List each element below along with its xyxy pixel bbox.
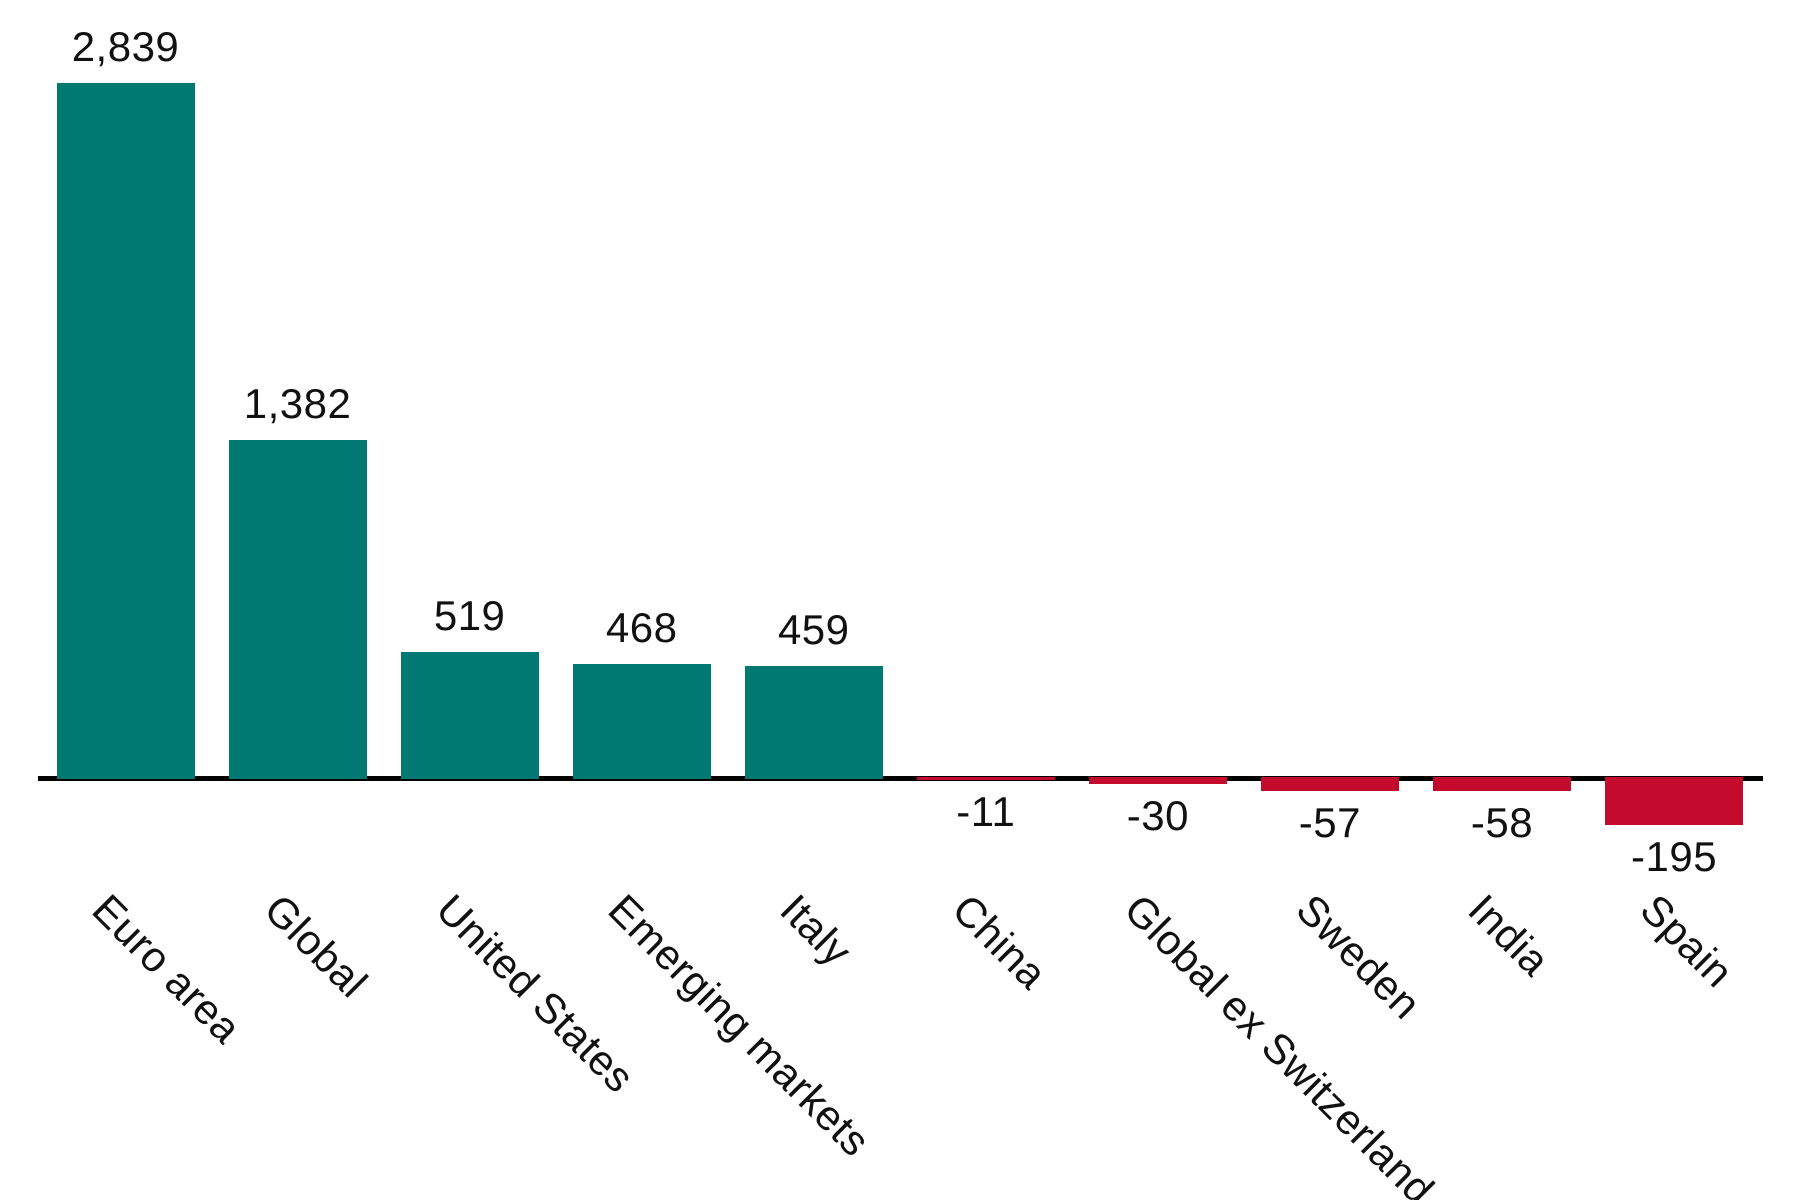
value-label-global: 1,382: [243, 380, 352, 428]
value-label-emerging-markets: 468: [605, 604, 678, 652]
value-label-spain: -195: [1631, 832, 1718, 880]
bar-united-states: [400, 651, 539, 779]
bar-euro-area: [56, 82, 195, 779]
category-label-china: China: [943, 885, 1056, 998]
value-label-global-ex-switzerland: -30: [1126, 792, 1189, 840]
category-label-spain: Spain: [1631, 885, 1743, 997]
x-axis-line: [38, 776, 1763, 781]
value-label-italy: 459: [777, 606, 850, 654]
bar-global: [228, 440, 367, 779]
category-label-india: India: [1459, 885, 1559, 985]
category-label-global: Global: [255, 885, 377, 1007]
bar-spain: [1605, 777, 1744, 825]
bar-global-ex-switzerland: [1088, 777, 1227, 785]
value-label-euro-area: 2,839: [71, 22, 180, 70]
category-label-sweden: Sweden: [1287, 885, 1431, 1028]
category-label-global-ex-switzerland: Global ex Switzerland: [1115, 885, 1444, 1200]
category-label-italy: Italy: [771, 885, 861, 975]
value-label-sweden: -57: [1298, 798, 1361, 846]
bar-emerging-markets: [572, 664, 711, 779]
value-label-india: -58: [1470, 799, 1534, 847]
category-label-euro-area: Euro area: [82, 885, 250, 1053]
bar-india: [1432, 777, 1571, 792]
bar-china: [916, 777, 1055, 780]
bar-sweden: [1260, 777, 1399, 791]
value-label-united-states: 519: [433, 591, 506, 639]
bar-italy: [744, 666, 883, 779]
value-label-china: -11: [956, 787, 1016, 835]
